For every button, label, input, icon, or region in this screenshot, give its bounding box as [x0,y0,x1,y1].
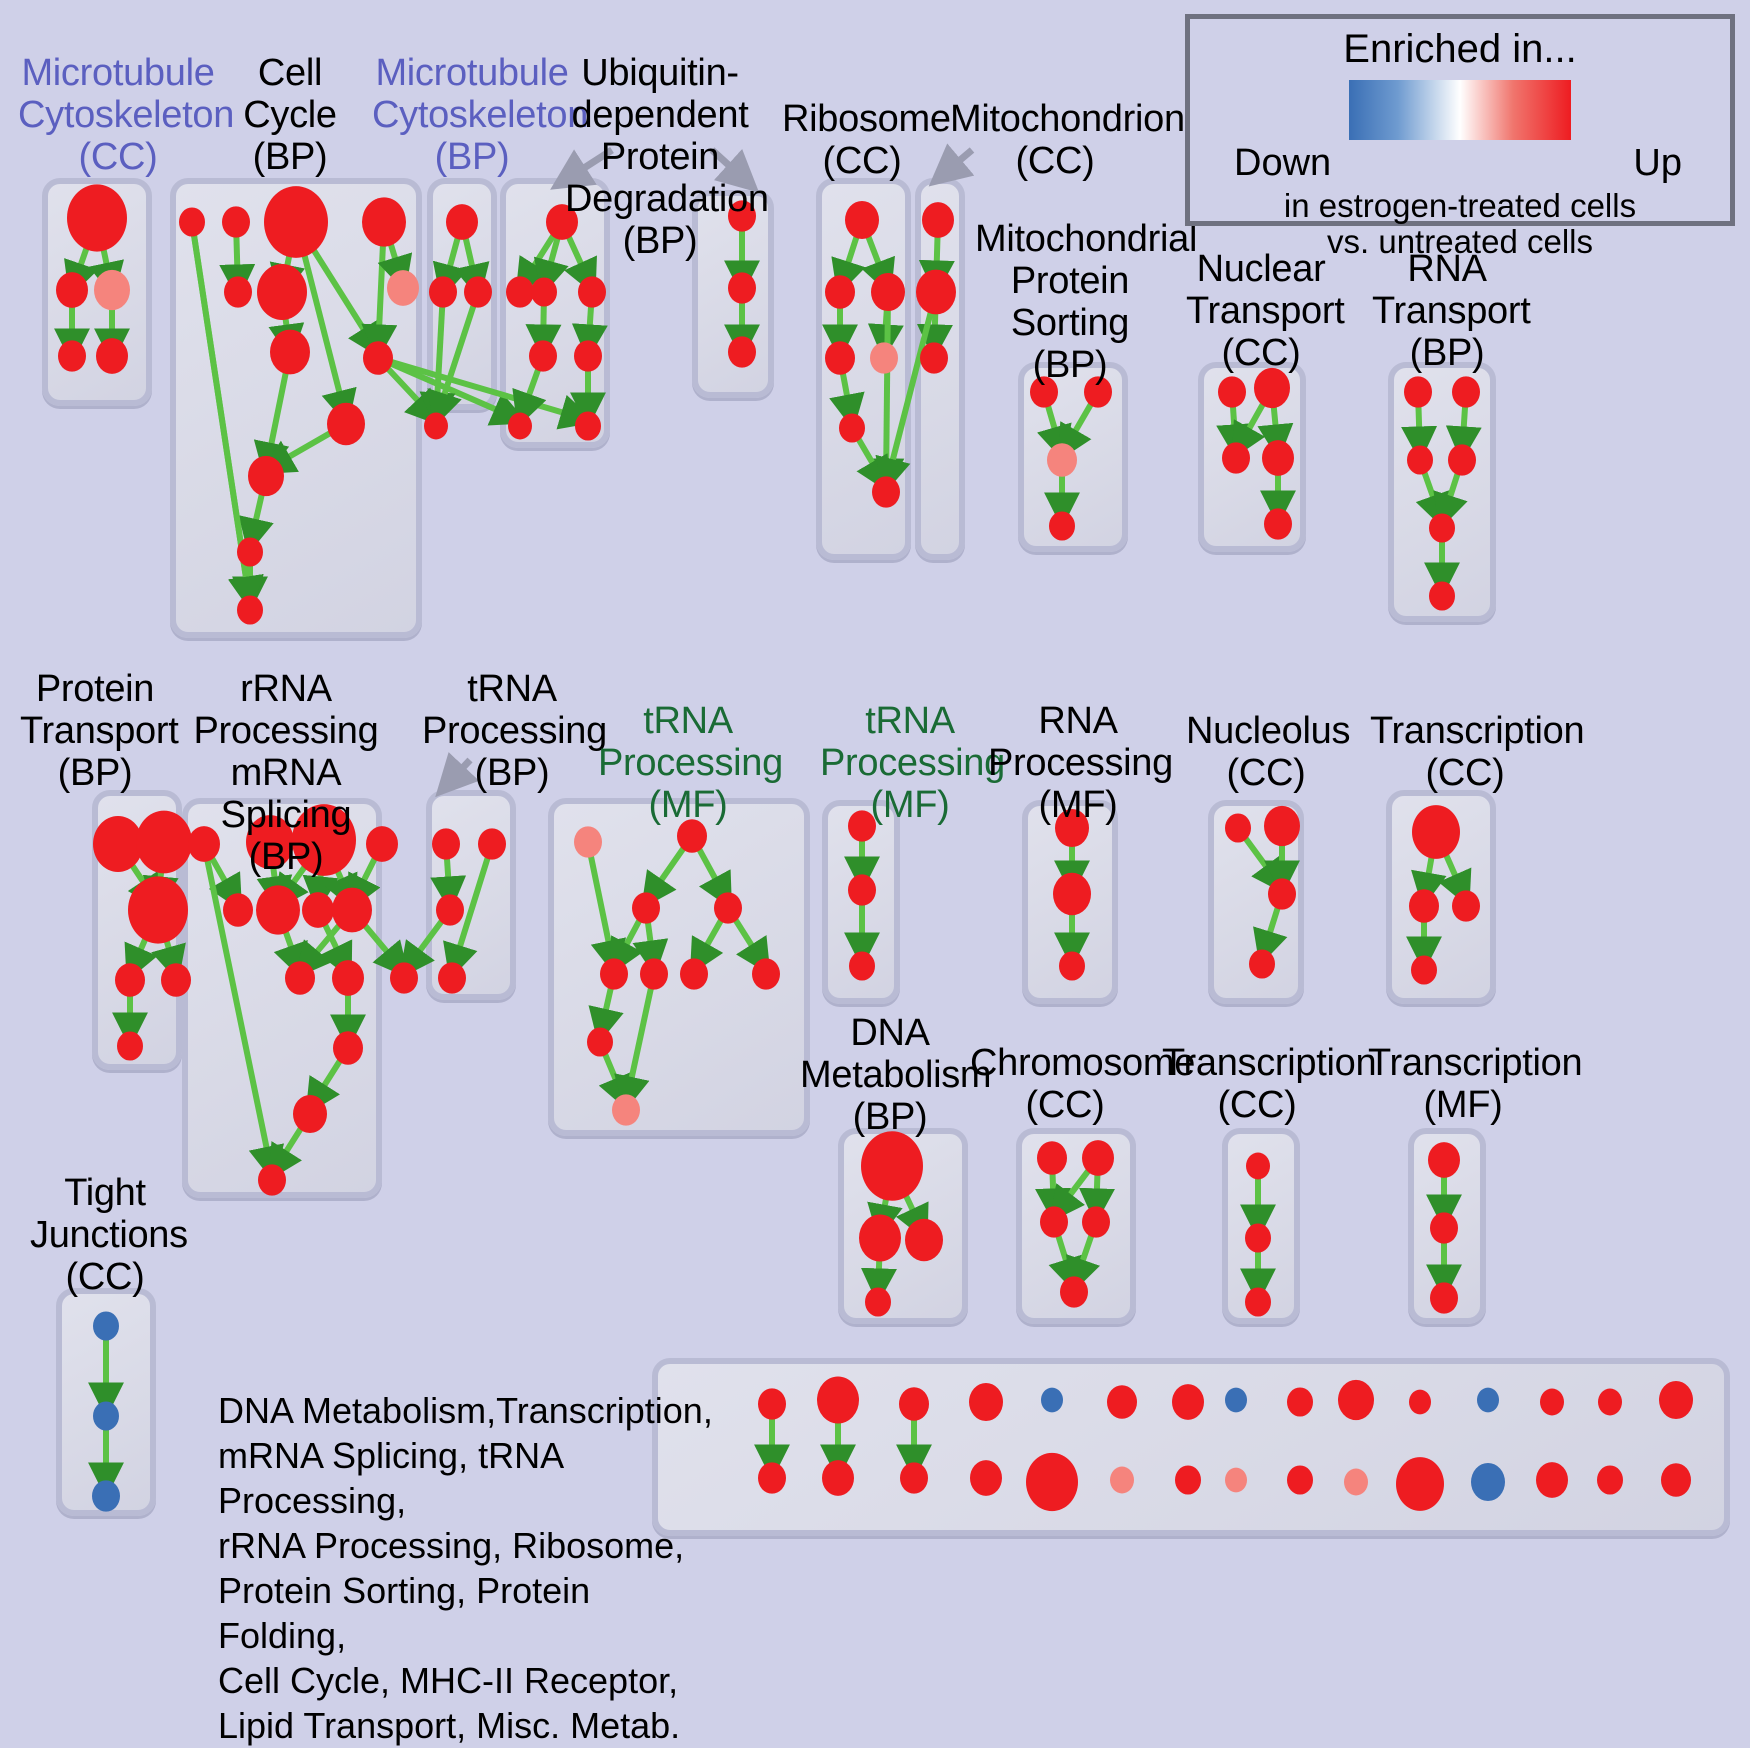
cluster-panel-transcription-cc-top[interactable] [1386,790,1496,1004]
cluster-panel-cell-cycle-bp[interactable] [170,178,422,638]
cluster-label-rna-transport-bp: RNA Transport (BP) [1372,248,1531,374]
cluster-label-transcription-cc-bottom: Transcription (CC) [1162,1042,1377,1126]
cluster-panel-microtubule-cytoskeleton-bp[interactable] [427,178,497,410]
legend-up-label: Up [1633,142,1682,184]
network-node[interactable] [390,962,418,994]
cluster-label-dna-metabolism-bp: DNA Metabolism (BP) [800,1012,992,1138]
cluster-panel-trna-processing-mf-2[interactable] [822,800,900,1004]
cluster-label-microtubule-cytoskeleton-bp: Microtubule Cytoskeleton (BP) [372,52,589,178]
cluster-panel-trna-processing-mf-1[interactable] [548,798,810,1136]
cluster-panel-rna-transport-bp[interactable] [1388,362,1496,622]
cluster-panel-misc-terms-panel[interactable] [652,1358,1730,1536]
cluster-label-protein-transport-bp: Protein Transport (BP) [20,668,179,794]
cluster-label-trna-processing-mf-2: tRNA Processing (MF) [820,700,1005,826]
cluster-panel-mitochondrial-protein-sorting-bp[interactable] [1018,362,1128,552]
cluster-label-rna-processing-mf: RNA Processing (MF) [988,700,1173,826]
cluster-label-microtubule-cytoskeleton-cc: Microtubule Cytoskeleton (CC) [18,52,235,178]
cluster-panel-dna-metabolism-bp[interactable] [838,1128,968,1324]
cluster-label-cell-cycle-bp: Cell Cycle (BP) [243,52,337,178]
cluster-panel-mitochondrion-cc[interactable] [915,178,965,560]
cluster-panel-microtubule-cytoskeleton-cc[interactable] [42,178,152,406]
network-node[interactable] [424,412,448,440]
legend-title: Enriched in... [1343,27,1577,71]
cluster-label-trna-processing-bp: tRNA Processing (BP) [422,668,607,794]
cluster-panel-ribosome-cc[interactable] [816,178,911,560]
cluster-label-trna-processing-mf-1: tRNA Processing (MF) [598,700,783,826]
cluster-label-tight-junctions-cc: Tight Junctions (CC) [30,1172,188,1298]
cluster-panel-trna-processing-bp[interactable] [426,790,516,1000]
misc-terms-text: DNA Metabolism,Transcription, mRNA Splic… [218,1390,713,1746]
legend-color-gradient [1349,80,1571,140]
cluster-label-rrna-processing-mrna-splicing-bp: rRNA Processing mRNA Splicing (BP) [193,668,379,878]
cluster-panel-rna-processing-mf[interactable] [1022,800,1118,1004]
cluster-label-transcription-cc-top: Transcription (CC) [1370,710,1585,794]
legend-subtitle-line2: vs. untreated cells [1327,223,1593,260]
cluster-label-transcription-mf: Transcription (MF) [1368,1042,1583,1126]
cluster-panel-transcription-cc-bottom[interactable] [1222,1128,1300,1324]
cluster-panel-chromosome-cc[interactable] [1016,1128,1136,1324]
cluster-label-mitochondrion-cc: Mitochondrion (CC) [950,98,1185,182]
legend-endpoints: Down Up [1190,142,1730,188]
cluster-label-mitochondrial-protein-sorting-bp: Mitochondrial Protein Sorting (BP) [975,218,1198,386]
cluster-label-chromosome-cc: Chromosome (CC) [970,1042,1196,1126]
cluster-panel-transcription-mf[interactable] [1408,1128,1486,1324]
cluster-label-ribosome-cc: Ribosome (CC) [782,98,951,182]
legend-down-label: Down [1234,142,1332,184]
legend-box: Enriched in... Down Up in estrogen-treat… [1185,14,1735,260]
cluster-label-nucleolus-cc: Nucleolus (CC) [1186,710,1351,794]
legend-subtitle-line1: in estrogen-treated cells [1283,187,1637,224]
cluster-panel-nucleolus-cc[interactable] [1208,800,1304,1004]
cluster-label-nuclear-transport-cc: Nuclear Transport (CC) [1186,248,1345,374]
cluster-label-ubiquitin-dependent-protein-degradation-bp: Ubiquitin- dependent Protein Degradation… [565,52,769,262]
cluster-panel-tight-junctions-cc[interactable] [56,1288,156,1516]
cluster-panel-nuclear-transport-cc[interactable] [1198,362,1306,552]
